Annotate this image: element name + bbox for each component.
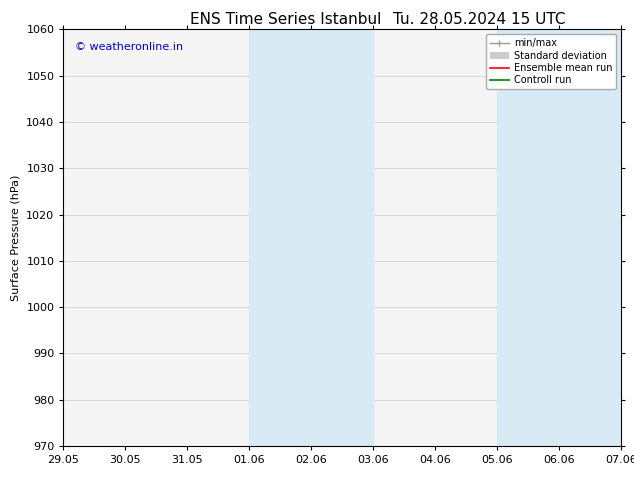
Y-axis label: Surface Pressure (hPa): Surface Pressure (hPa) <box>11 174 21 301</box>
Text: ENS Time Series Istanbul: ENS Time Series Istanbul <box>190 12 382 27</box>
Bar <box>497 29 621 446</box>
Bar <box>249 29 373 446</box>
Text: Tu. 28.05.2024 15 UTC: Tu. 28.05.2024 15 UTC <box>393 12 566 27</box>
Legend: min/max, Standard deviation, Ensemble mean run, Controll run: min/max, Standard deviation, Ensemble me… <box>486 34 616 89</box>
Text: © weatheronline.in: © weatheronline.in <box>75 42 183 52</box>
